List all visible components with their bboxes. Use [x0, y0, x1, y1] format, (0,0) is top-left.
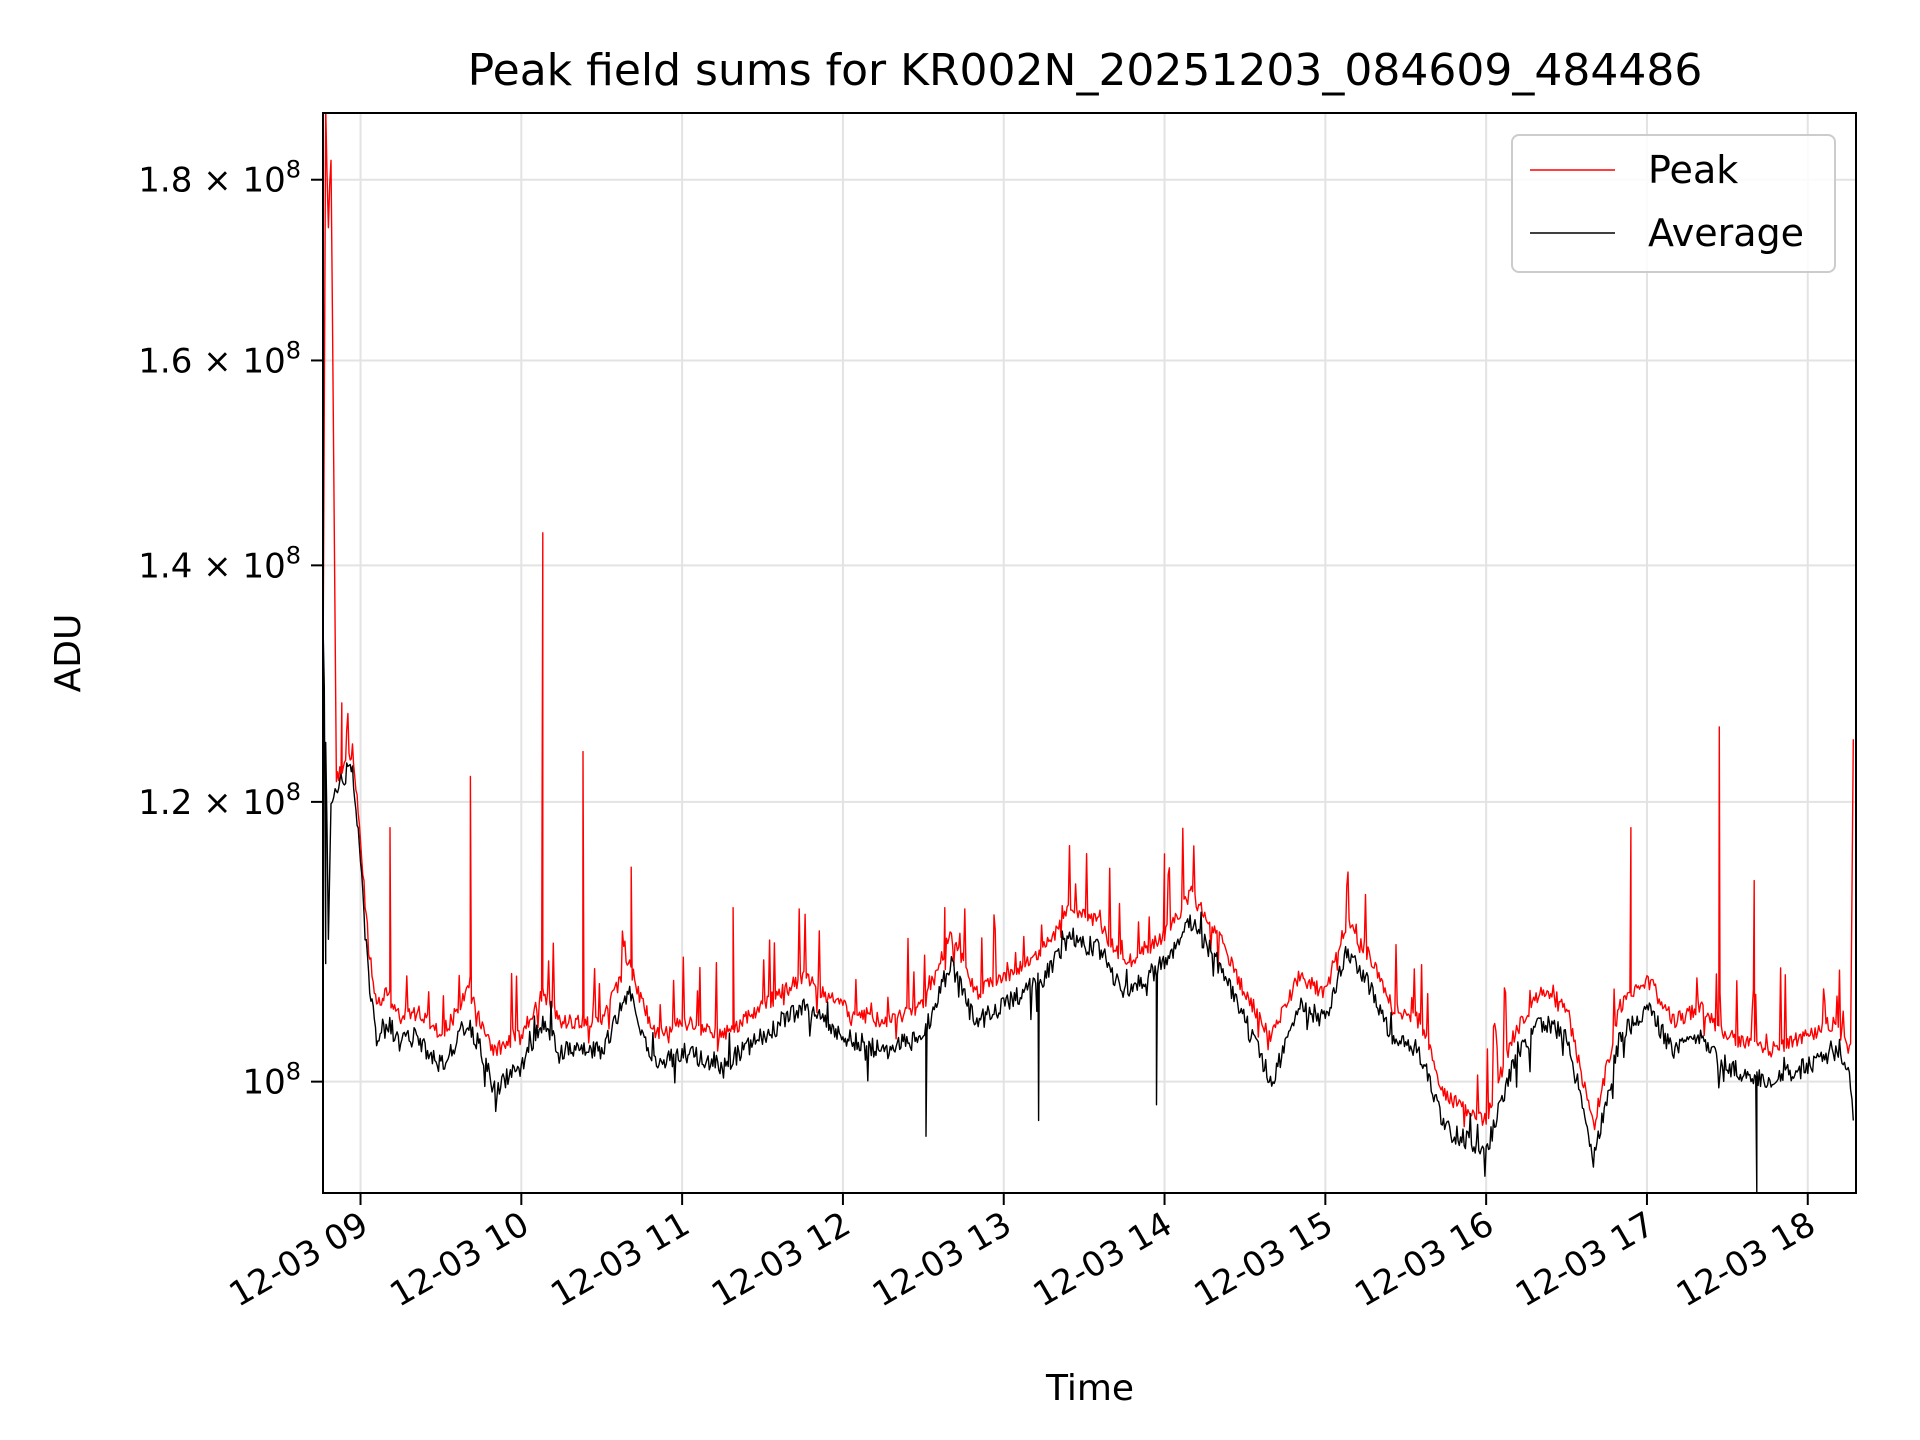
y-tick-label: 108: [242, 1058, 301, 1103]
grid-lines: [323, 113, 1856, 1193]
legend-label-average: Average: [1648, 211, 1804, 255]
legend-label-peak: Peak: [1648, 148, 1738, 192]
plot-frame: [322, 112, 1857, 1194]
series-line-peak: [323, 113, 1854, 1131]
y-tick-label: 1.4 × 108: [138, 541, 301, 586]
y-axis-label: ADU: [48, 614, 89, 693]
y-tick-label: 1.8 × 108: [138, 156, 301, 201]
x-axis-label: Time: [1045, 1368, 1134, 1409]
series-line-average: [323, 623, 1854, 1193]
chart-title: Peak field sums for KR002N_20251203_0846…: [468, 45, 1703, 96]
series-layer: [323, 113, 1854, 1193]
y-axis: 108 1.2 × 108 1.4 × 108 1.6 × 108 1.8 × 108: [138, 156, 323, 1103]
y-tick-label: 1.2 × 108: [138, 778, 301, 823]
y-tick-label: 1.6 × 108: [138, 336, 301, 381]
legend: Peak Average: [1511, 134, 1836, 273]
